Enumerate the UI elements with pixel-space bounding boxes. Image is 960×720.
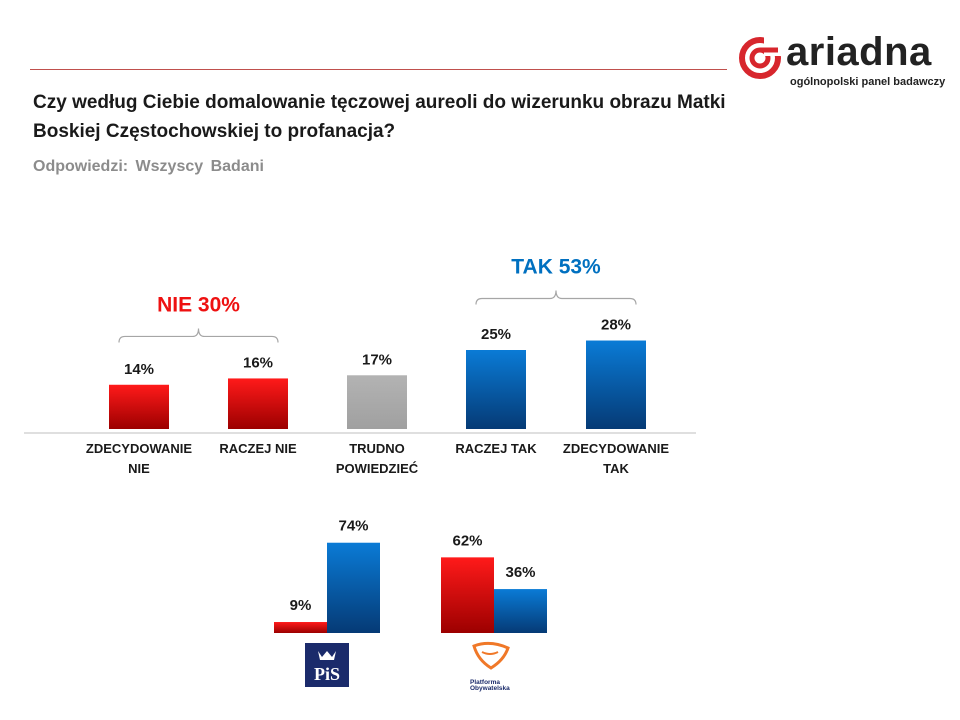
pis-logo-text: PiS [314, 664, 340, 684]
party-1-bar-0 [441, 557, 494, 633]
main-answers-chart: 14% ZDECYDOWANIE NIE 16% RACZEJ NIE 17% TRUDNO… [24, 256, 696, 476]
category-label-0-0: ZDECYDOWANIE [86, 441, 193, 456]
bar-value-label-4: 28% [601, 317, 631, 334]
bar-value-label-0: 14% [124, 361, 154, 378]
party-0-bar-1 [327, 542, 380, 633]
group-label-1: TAK 53% [511, 256, 601, 279]
group-label-0: NIE 30% [157, 293, 240, 316]
category-label-3-0: RACZEJ TAK [455, 441, 537, 456]
group-brace-1 [475, 290, 637, 305]
header-divider [30, 69, 727, 70]
party-0-value-label-1: 74% [338, 518, 368, 535]
bar-value-label-1: 16% [243, 354, 273, 371]
po-logo-text-1: Platforma [470, 679, 500, 686]
logo-tagline: ogólnopolski panel badawczy [790, 76, 946, 88]
party-breakdown-chart: 9% 74% 62% 36% [274, 518, 547, 633]
question-title: Czy według Ciebie domalowanie tęczowej a… [33, 92, 726, 142]
po-logo: Platforma Obywatelska [470, 641, 510, 692]
category-label-4-1: TAK [603, 461, 629, 476]
party-0-bar-0 [274, 622, 327, 633]
group-brace-0 [118, 328, 279, 343]
bar-0 [109, 384, 169, 429]
bar-2 [347, 375, 407, 429]
ariadna-logo: ariadna ogólnopolski panel badawczy [738, 30, 948, 92]
respondents-subtitle: Odpowiedzi: Wszyscy Badani [33, 158, 264, 175]
pis-logo: PiS [305, 643, 349, 687]
party-1-bar-1 [494, 589, 547, 633]
bar-4 [586, 340, 646, 429]
category-label-1-0: RACZEJ NIE [219, 441, 297, 456]
bar-value-label-3: 25% [481, 326, 511, 343]
bar-1 [228, 378, 288, 429]
bar-value-label-2: 17% [362, 351, 392, 368]
bar-3 [466, 350, 526, 429]
po-logo-text-2: Obywatelska [470, 685, 510, 692]
category-label-2-1: POWIEDZIEĆ [336, 461, 419, 476]
party-1-value-label-0: 62% [452, 532, 482, 549]
logo-wordmark: ariadna [786, 30, 932, 74]
ariadna-logo-icon [739, 36, 782, 79]
category-label-4-0: ZDECYDOWANIE [563, 441, 670, 456]
category-label-0-1: NIE [128, 461, 150, 476]
category-label-2-0: TRUDNO [349, 441, 405, 456]
party-1-value-label-1: 36% [505, 564, 535, 581]
party-0-value-label-0: 9% [290, 597, 312, 614]
